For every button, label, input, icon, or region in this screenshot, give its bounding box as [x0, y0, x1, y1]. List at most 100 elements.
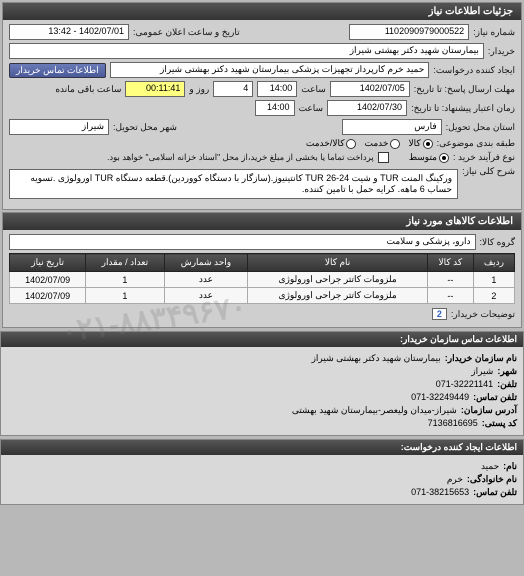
col-date: تاریخ نیاز [10, 254, 86, 272]
col-code: کد کالا [427, 254, 473, 272]
goods-table: ردیف کد کالا نام کالا واحد شمارش تعداد /… [9, 253, 515, 304]
info-label: کد پستی: [482, 418, 517, 429]
buyer-contact-panel: اطلاعات تماس سازمان خریدار: نام سازمان خ… [0, 331, 524, 436]
table-header-row: ردیف کد کالا نام کالا واحد شمارش تعداد /… [10, 254, 515, 272]
desc-label: شرح کلی نیاز: [462, 166, 515, 177]
panel-title: اطلاعات کالاهای مورد نیاز [3, 213, 521, 230]
need-details-panel: جزئیات اطلاعات نیاز شماره نیاز: 11020909… [2, 2, 522, 210]
table-cell: 1 [86, 272, 164, 288]
info-label: شهر: [497, 366, 517, 377]
info-value: خرم [447, 474, 463, 485]
col-qty: تعداد / مقدار [86, 254, 164, 272]
table-cell: 2 [473, 288, 514, 304]
deadline-time-label: ساعت [301, 84, 326, 95]
info-label: تلفن تماس: [473, 487, 517, 498]
info-value: 071-32221141 [436, 379, 493, 390]
days-label: روز و [189, 84, 209, 95]
city-field: شیراز [9, 119, 109, 135]
group-field: دارو، پزشکی و سلامت [9, 234, 476, 250]
radio-medium[interactable]: متوسط [409, 152, 449, 163]
table-cell: 1 [473, 272, 514, 288]
creator-field: حمید خرم کارپرداز تجهیزات پزشکی بیمارستا… [110, 62, 430, 78]
validity-date-field: 1402/07/30 [327, 100, 407, 116]
city-label: شهر محل تحویل: [113, 122, 177, 133]
pubdate-label: تاریخ و ساعت اعلان عمومی: [133, 27, 240, 38]
severity-radio-group: متوسط [409, 152, 449, 163]
buyer-label: خریدار: [488, 46, 515, 57]
radio-khedmat[interactable]: خدمت [364, 138, 400, 149]
time-remain-field: 00:11:41 [125, 81, 185, 97]
info-label: تلفن تماس: [473, 392, 517, 403]
panel-title: جزئیات اطلاعات نیاز [3, 3, 521, 20]
table-cell: ملزومات کاتتر جراحی اورولوژی [248, 288, 427, 304]
radio-dot-icon [423, 139, 433, 149]
table-cell: ملزومات کاتتر جراحی اورولوژی [248, 272, 427, 288]
severity-label: نوع فرآیند خرید : [453, 152, 515, 163]
budget-label: طبقه بندی موضوعی: [437, 138, 515, 149]
info-label: تلفن: [497, 379, 517, 390]
budget-radio-group: کالا خدمت کالا/خدمت [306, 138, 433, 149]
reqnum-label: شماره نیاز: [473, 27, 515, 38]
radio-dot-icon [390, 139, 400, 149]
info-label: آدرس سازمان: [461, 405, 517, 416]
panel-title: اطلاعات ایجاد کننده درخواست: [1, 440, 523, 455]
deadline-date-field: 1402/07/05 [330, 81, 410, 97]
table-cell: 1402/07/09 [10, 288, 86, 304]
table-cell: عدد [164, 272, 248, 288]
col-name: نام کالا [248, 254, 427, 272]
table-cell: 1 [86, 288, 164, 304]
table-cell: -- [427, 272, 473, 288]
info-line: نام: حمید [7, 461, 517, 472]
info-line: شهر: شیراز [7, 366, 517, 377]
deadline-time-field: 14:00 [257, 81, 297, 97]
info-value: بیمارستان شهید دکتر بهشتی شیراز [312, 353, 441, 364]
contact-buyer-button[interactable]: اطلاعات تماس خریدار [9, 63, 106, 78]
info-value: 071-32249449 [411, 392, 469, 403]
validity-time-label: ساعت [299, 103, 324, 114]
info-line: نام خانوادگی: خرم [7, 474, 517, 485]
info-value: شیراز-میدان ولیعصر-بیمارستان شهید بهشتی [292, 405, 457, 416]
table-row[interactable]: 1--ملزومات کاتتر جراحی اورولوژیعدد11402/… [10, 272, 515, 288]
province-field: فارس [342, 119, 442, 135]
col-unit: واحد شمارش [164, 254, 248, 272]
remain-label: ساعت باقی مانده [55, 84, 121, 95]
creator-label: ایجاد کننده درخواست: [433, 65, 515, 76]
info-label: نام: [503, 461, 517, 472]
radio-dot-icon [346, 139, 356, 149]
reqnum-field: 1102090979000522 [349, 24, 469, 40]
payment-note: پرداخت تماما یا بخشی از مبلغ خرید،از محل… [107, 152, 374, 163]
creator-contact-panel: اطلاعات ایجاد کننده درخواست: نام:حمیدنام… [0, 439, 524, 505]
info-value: 071-38215653 [411, 487, 469, 498]
info-label: نام خانوادگی: [467, 474, 517, 485]
col-rownum: ردیف [473, 254, 514, 272]
info-line: کد پستی: 7136816695 [7, 418, 517, 429]
info-line: تلفن تماس: 071-32249449 [7, 392, 517, 403]
pubdate-field: 1402/07/01 - 13:42 [9, 24, 129, 40]
table-cell: -- [427, 288, 473, 304]
info-line: آدرس سازمان: شیراز-میدان ولیعصر-بیمارستان… [7, 405, 517, 416]
info-label: نام سازمان خریدار: [445, 353, 517, 364]
radio-both[interactable]: کالا/خدمت [306, 138, 357, 149]
radio-kala[interactable]: کالا [408, 138, 432, 149]
validity-time-field: 14:00 [255, 100, 295, 116]
info-value: حمید [481, 461, 499, 472]
buyer-notes-count[interactable]: 2 [432, 308, 447, 320]
payment-checkbox[interactable] [378, 152, 389, 163]
info-line: نام سازمان خریدار: بیمارستان شهید دکتر به… [7, 353, 517, 364]
table-row[interactable]: 2--ملزومات کاتتر جراحی اورولوژیعدد11402/… [10, 288, 515, 304]
group-label: گروه کالا: [480, 237, 515, 248]
validity-label: زمان اعتبار پیشنهاد: تا تاریخ: [411, 103, 515, 114]
info-line: تلفن: 071-32221141 [7, 379, 517, 390]
panel-title: اطلاعات تماس سازمان خریدار: [1, 332, 523, 347]
buyer-field: بیمارستان شهید دکتر بهشتی شیراز [9, 43, 484, 59]
deadline-label: مهلت ارسال پاسخ: تا تاریخ: [414, 84, 515, 95]
info-line: تلفن تماس: 071-38215653 [7, 487, 517, 498]
radio-dot-icon [439, 153, 449, 163]
info-value: شیراز [471, 366, 493, 377]
table-cell: 1402/07/09 [10, 272, 86, 288]
goods-info-panel: اطلاعات کالاهای مورد نیاز گروه کالا: دار… [2, 212, 522, 328]
buyer-notes-label: توضیحات خریدار: [451, 309, 515, 320]
info-value: 7136816695 [428, 418, 478, 429]
table-cell: عدد [164, 288, 248, 304]
days-remain-field: 4 [213, 81, 253, 97]
